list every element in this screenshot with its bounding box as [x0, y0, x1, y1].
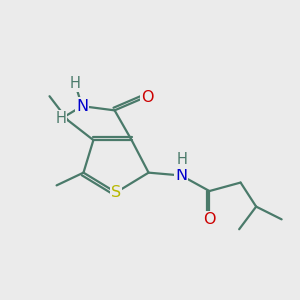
Text: H: H — [56, 111, 66, 126]
Text: N: N — [76, 99, 88, 114]
Text: N: N — [175, 168, 187, 183]
Text: H: H — [70, 76, 80, 91]
Text: H: H — [177, 152, 188, 167]
Text: S: S — [111, 185, 121, 200]
Text: O: O — [203, 212, 216, 227]
Text: O: O — [142, 90, 154, 105]
